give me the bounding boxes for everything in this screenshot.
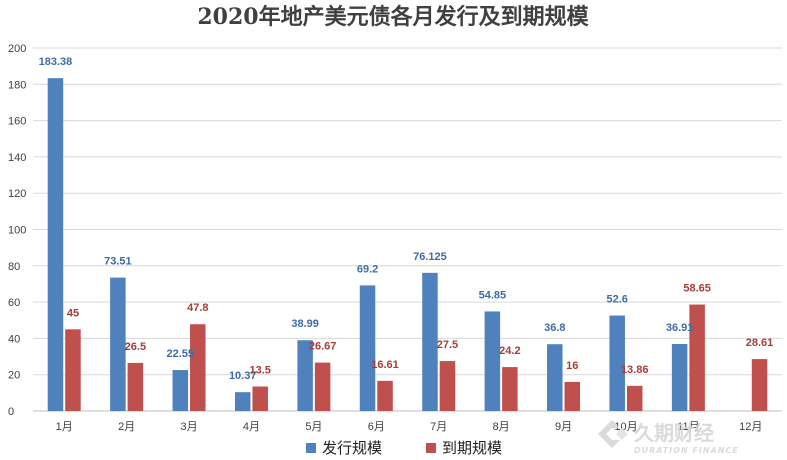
bar-issuance [234,392,251,411]
bar-issuance [547,344,563,411]
data-label: 52.6 [606,294,627,306]
data-label: 22.55 [167,348,195,360]
bar-issuance [47,78,64,412]
x-axis-categories: 1月 2月 3月 4月 5月 6月 7月 8月 9月 10月 11月 12月 [56,421,763,433]
bars [47,78,768,412]
data-label: 36.91 [666,322,694,334]
data-label: 58.65 [683,283,711,295]
x-category-label: 12月 [739,421,762,433]
bar-maturity [377,380,393,411]
x-category-label: 4月 [243,421,260,433]
data-label: 16 [566,360,578,372]
data-label: 38.99 [291,318,319,330]
bar-maturity [127,362,144,411]
y-tick-label: 20 [8,370,20,382]
y-tick-label: 160 [8,116,26,128]
legend: 发行规模 到期规模 [306,440,502,457]
watermark-subtext: DURATION FINANCE [634,446,739,455]
bar-maturity [314,362,331,411]
data-label: 47.8 [187,302,208,314]
bar-issuance [671,344,688,411]
data-label: 26.67 [309,341,337,353]
data-label: 73.51 [104,256,132,268]
bar-issuance [110,277,126,411]
data-label: 16.61 [371,359,399,371]
legend-label: 发行规模 [322,440,382,457]
watermark-text: 久期财经 [634,421,714,445]
legend-swatch [426,443,436,453]
data-label: 54.85 [479,289,507,301]
y-axis-ticks: 0 20 40 60 80 100 120 140 160 180 200 [8,43,26,418]
x-category-label: 1月 [56,421,73,433]
y-tick-label: 80 [8,261,20,273]
data-label: 10.37 [229,370,257,382]
x-category-label: 9月 [555,421,572,433]
bar-maturity [502,367,518,411]
data-label: 45 [67,307,79,319]
y-tick-label: 100 [8,225,26,237]
bar-maturity [689,304,705,411]
y-tick-label: 40 [8,333,20,345]
x-category-label: 8月 [493,421,510,433]
chart-title: 2020年地产美元债各月发行及到期规模 [197,4,589,30]
bar-maturity [626,385,643,411]
bar-issuance [609,315,625,411]
y-tick-label: 0 [8,406,14,418]
data-label: 76.125 [413,251,447,263]
bar-maturity [190,324,206,411]
legend-swatch [306,443,316,453]
bar-maturity [564,381,581,411]
data-label: 26.5 [125,341,146,353]
x-category-label: 11月 [677,421,699,433]
bar-issuance [422,272,438,411]
bar-maturity [751,359,768,411]
legend-label: 到期规模 [442,440,502,457]
gridlines [33,47,782,412]
data-label: 69.2 [357,263,378,275]
y-tick-label: 200 [8,43,26,55]
data-label: 13.5 [249,364,270,376]
y-tick-label: 140 [8,152,26,164]
data-label: 36.8 [544,322,565,334]
bar-issuance [359,285,376,411]
bar-issuance [172,370,189,411]
bar-issuance [484,311,501,411]
data-label: 183.38 [39,56,73,68]
data-label: 24.2 [499,345,520,357]
y-tick-label: 60 [8,297,20,309]
data-label: 27.5 [437,339,458,351]
watermark: 久期财经 DURATION FINANCE [598,420,739,455]
bar-maturity [65,329,81,411]
data-label: 13.86 [621,364,649,376]
bar-issuance [297,340,313,411]
x-category-label: 2月 [118,421,135,433]
x-category-label: 6月 [368,421,385,433]
x-category-label: 5月 [305,421,322,433]
x-category-label: 3月 [180,421,197,433]
bar-maturity [252,386,268,411]
data-label: 28.61 [746,337,774,349]
bar-maturity [439,361,456,411]
y-tick-label: 180 [8,79,26,91]
x-category-label: 7月 [430,421,447,433]
duration-finance-logo-icon [598,420,628,448]
y-tick-label: 120 [8,188,26,200]
